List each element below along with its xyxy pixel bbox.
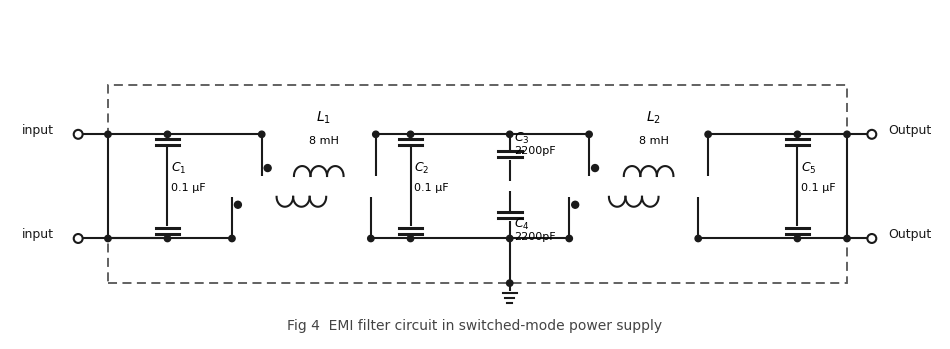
Circle shape (867, 130, 876, 139)
Circle shape (229, 235, 235, 242)
Circle shape (264, 165, 271, 171)
Circle shape (506, 131, 513, 138)
Circle shape (408, 131, 413, 138)
Text: $C_2$: $C_2$ (414, 161, 429, 176)
Circle shape (705, 131, 712, 138)
Circle shape (592, 165, 598, 171)
Circle shape (235, 201, 241, 208)
Circle shape (566, 235, 573, 242)
Circle shape (74, 130, 83, 139)
Circle shape (164, 131, 171, 138)
Circle shape (368, 235, 374, 242)
Circle shape (586, 131, 592, 138)
Text: $C_1$: $C_1$ (171, 161, 187, 176)
Text: Fig 4  EMI filter circuit in switched-mode power supply: Fig 4 EMI filter circuit in switched-mod… (288, 319, 662, 333)
Circle shape (844, 235, 850, 242)
Text: 2200pF: 2200pF (514, 231, 556, 242)
Circle shape (408, 235, 413, 242)
Circle shape (74, 234, 83, 243)
Circle shape (258, 131, 265, 138)
Circle shape (572, 201, 579, 208)
Text: $C_3$: $C_3$ (514, 131, 529, 146)
Circle shape (867, 234, 876, 243)
Text: Output: Output (888, 228, 932, 241)
Text: $L_2$: $L_2$ (646, 110, 661, 126)
Text: 0.1 μF: 0.1 μF (802, 183, 836, 193)
Text: 8 mH: 8 mH (309, 136, 338, 146)
Text: 0.1 μF: 0.1 μF (414, 183, 449, 193)
Text: $L_1$: $L_1$ (316, 110, 332, 126)
Text: $C_4$: $C_4$ (514, 217, 529, 232)
Circle shape (104, 131, 111, 138)
Circle shape (794, 235, 801, 242)
Circle shape (844, 131, 850, 138)
Text: Output: Output (888, 124, 932, 137)
Text: 0.1 μF: 0.1 μF (171, 183, 206, 193)
Circle shape (695, 235, 701, 242)
Text: input: input (22, 124, 53, 137)
Circle shape (104, 235, 111, 242)
Circle shape (794, 131, 801, 138)
Circle shape (164, 235, 171, 242)
Text: 2200pF: 2200pF (514, 146, 556, 156)
Circle shape (506, 280, 513, 286)
Text: input: input (22, 228, 53, 241)
Circle shape (506, 235, 513, 242)
Text: $C_5$: $C_5$ (802, 161, 817, 176)
Text: 8 mH: 8 mH (638, 136, 669, 146)
Circle shape (372, 131, 379, 138)
